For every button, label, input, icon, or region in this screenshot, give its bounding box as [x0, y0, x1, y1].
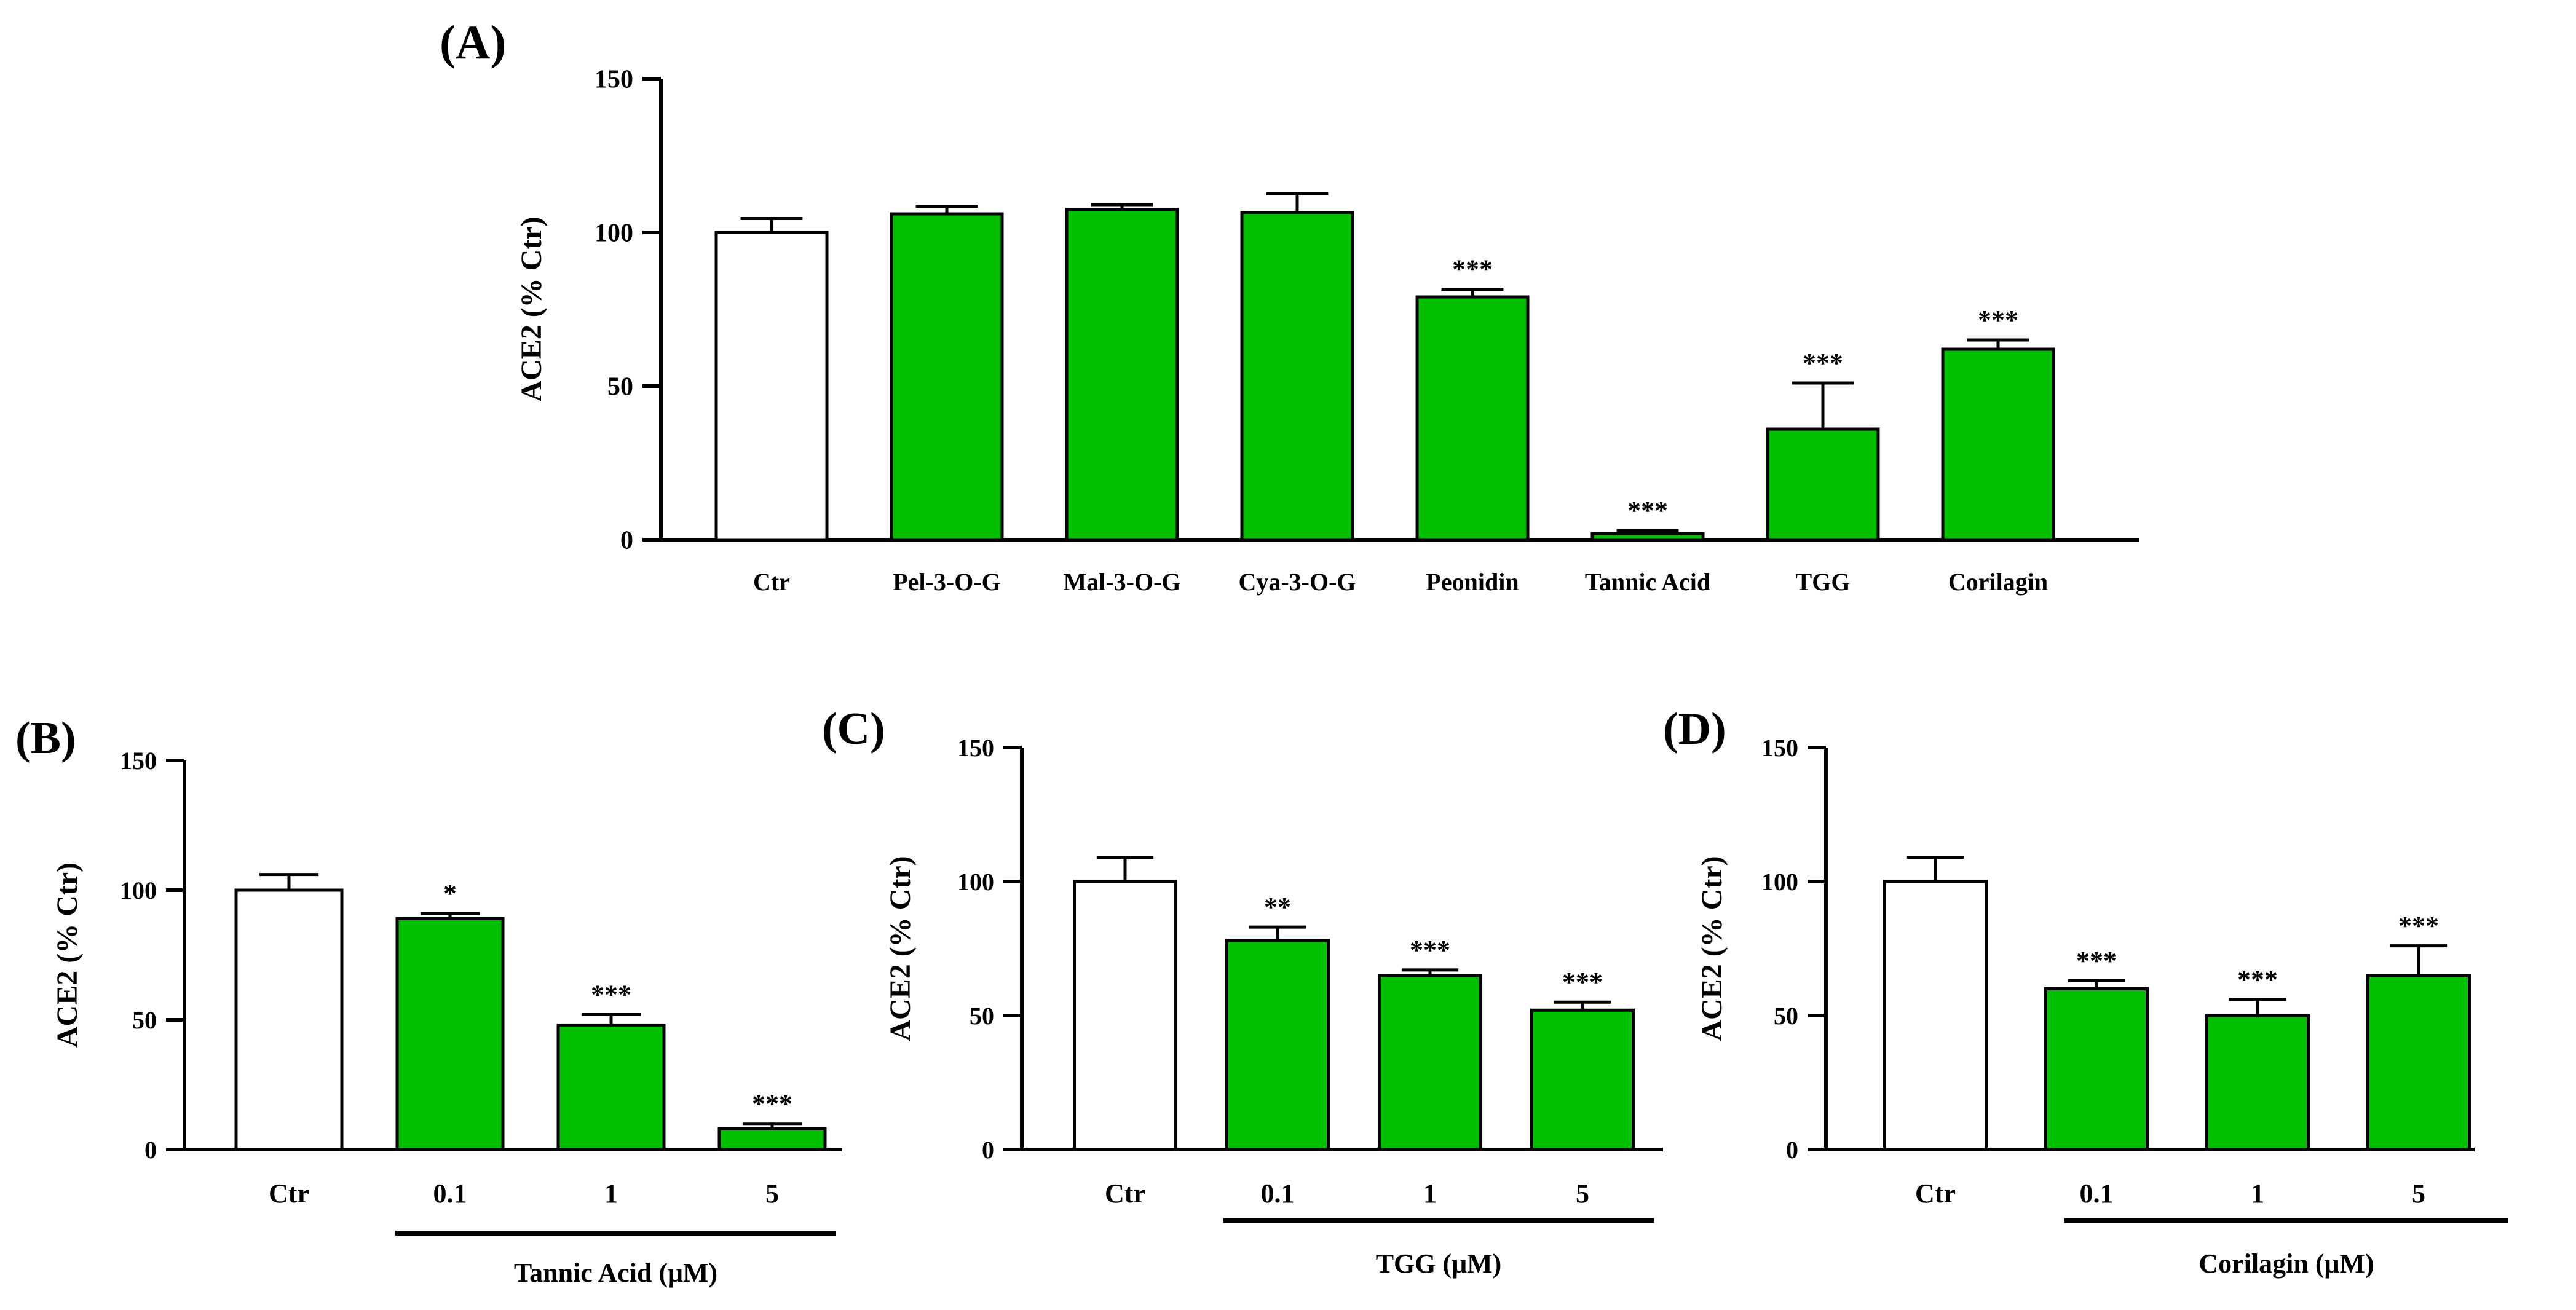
bar	[556, 1023, 666, 1151]
significance-marker: ***	[591, 980, 631, 1010]
group-label: Tannic Acid (μM)	[514, 1258, 717, 1288]
bar	[2044, 987, 2149, 1151]
y-tick-label: 150	[1761, 734, 1798, 762]
category-label: 1	[2251, 1178, 2264, 1209]
category-label: Mal-3-O-G	[1063, 568, 1180, 596]
panel-b: (B) 0 50 100 150 ACE2 (% Ctr) Ctr * 0.1 *** 1 *** 5 T…	[15, 713, 842, 1288]
category-label: 0.1	[433, 1178, 467, 1209]
bar	[1883, 880, 1988, 1151]
significance-marker: ***	[2076, 945, 2117, 976]
y-axis-title: ACE2 (% Ctr)	[51, 862, 84, 1048]
category-label: Ctr	[753, 568, 790, 596]
y-tick-label: 0	[144, 1136, 157, 1164]
category-label: Ctr	[1915, 1178, 1956, 1209]
bar	[1073, 880, 1177, 1151]
bar	[234, 888, 344, 1151]
category-label: Tannic Acid	[1585, 568, 1710, 596]
bar	[890, 212, 1004, 542]
category-label: Ctr	[1105, 1178, 1145, 1209]
bar	[1225, 939, 1330, 1151]
category-label: 1	[1423, 1178, 1437, 1209]
category-label: Ctr	[269, 1178, 309, 1209]
significance-marker: ***	[1978, 305, 2018, 335]
category-label: Peonidin	[1426, 568, 1519, 596]
y-tick-label: 150	[120, 747, 157, 775]
panel-label: (B)	[15, 713, 76, 764]
panel-a: (A) 0 50 100 150 ACE2 (% Ctr) Ctr Pel-3-O-G Mal-…	[440, 15, 2139, 596]
significance-marker: ***	[1410, 935, 1450, 965]
panel-d: (D) 0 50 100 150 ACE2 (% Ctr) Ctr *** 0.1 *** 1 ***…	[1663, 704, 2508, 1279]
category-label: Corilagin	[1948, 568, 2048, 596]
category-label: 0.1	[1261, 1178, 1295, 1209]
y-tick-label: 0	[982, 1136, 994, 1164]
significance-marker: *	[443, 878, 457, 909]
significance-marker: ***	[2398, 911, 2439, 941]
y-tick-label: 0	[620, 527, 633, 555]
category-label: 5	[1576, 1178, 1589, 1209]
panel-label: (A)	[440, 15, 506, 69]
y-tick-label: 50	[1774, 1002, 1798, 1030]
y-tick-label: 0	[1786, 1136, 1798, 1164]
significance-marker: ***	[1562, 967, 1603, 997]
significance-marker: ***	[1803, 348, 1843, 378]
y-tick-label: 100	[957, 868, 994, 896]
category-label: 5	[2412, 1178, 2425, 1209]
bar	[1065, 208, 1179, 542]
y-tick-label: 150	[957, 734, 994, 762]
panel-label: (D)	[1663, 704, 1726, 754]
category-label: 0.1	[2080, 1178, 2114, 1209]
y-tick-label: 100	[120, 877, 157, 904]
y-tick-label: 50	[607, 373, 633, 401]
y-tick-label: 100	[1761, 868, 1798, 896]
significance-marker: **	[1264, 892, 1291, 922]
panel-label: (C)	[822, 704, 885, 754]
y-tick-label: 100	[595, 219, 633, 248]
bar	[1530, 1008, 1635, 1151]
bar	[395, 917, 505, 1151]
category-label: Pel-3-O-G	[893, 568, 1001, 596]
bar	[2366, 974, 2471, 1151]
category-label: 5	[765, 1178, 779, 1209]
significance-marker: ***	[752, 1089, 792, 1119]
group-label: Corilagin (μM)	[2199, 1249, 2374, 1279]
bar	[714, 231, 829, 542]
y-tick-label: 50	[132, 1006, 157, 1034]
group-label: TGG (μM)	[1376, 1249, 1502, 1279]
significance-marker: ***	[1627, 495, 1668, 526]
category-label: TGG	[1796, 568, 1851, 596]
bar	[1941, 347, 2055, 542]
y-axis-title: ACE2 (% Ctr)	[884, 856, 917, 1041]
y-tick-label: 150	[595, 66, 633, 94]
bar	[1590, 532, 1705, 542]
bar	[1378, 974, 1482, 1151]
bar	[1415, 295, 1530, 542]
significance-marker: ***	[2237, 965, 2278, 995]
bar	[2205, 1014, 2310, 1151]
category-label: Cya-3-O-G	[1238, 568, 1356, 596]
y-tick-label: 50	[970, 1002, 994, 1030]
significance-marker: ***	[1452, 255, 1493, 285]
y-axis-title: ACE2 (% Ctr)	[515, 216, 548, 401]
bar	[1240, 211, 1354, 542]
y-axis-title: ACE2 (% Ctr)	[1696, 856, 1728, 1041]
bar	[717, 1127, 827, 1151]
bar	[1766, 427, 1880, 542]
category-label: 1	[604, 1178, 618, 1209]
panel-c: (C) 0 50 100 150 ACE2 (% Ctr) Ctr ** 0.1 *** 1 *** 5…	[822, 704, 1663, 1279]
